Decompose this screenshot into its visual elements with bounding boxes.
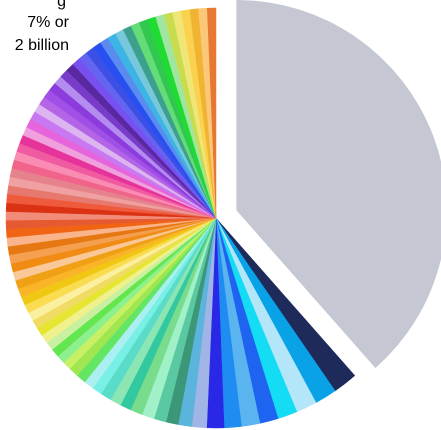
annotation-line-3: 2 billion bbox=[15, 37, 69, 54]
pie-slice-1 bbox=[236, 0, 441, 369]
annotation-line-1: g bbox=[57, 0, 66, 10]
annotation-line-2: 7% or bbox=[27, 14, 69, 31]
pie-slice-79 bbox=[207, 7, 217, 219]
pie-slices bbox=[5, 0, 441, 429]
